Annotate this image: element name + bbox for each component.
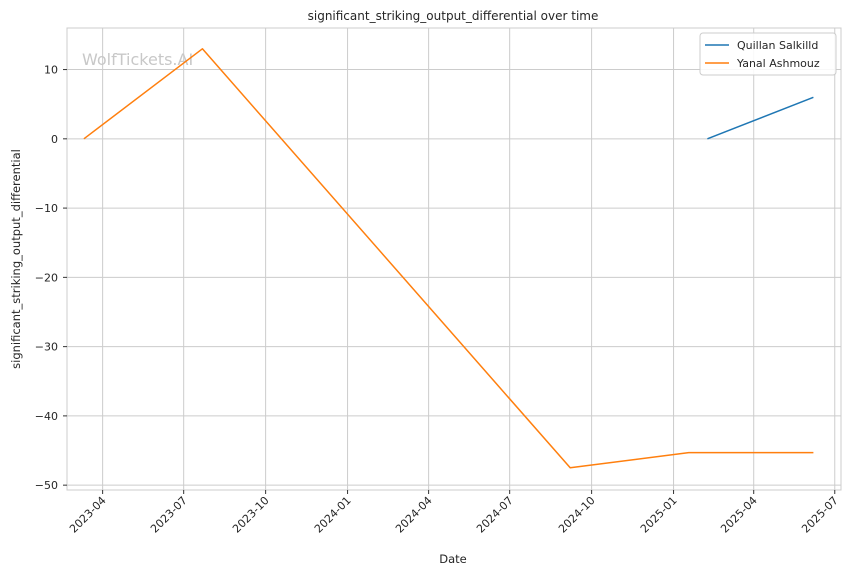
grid: [67, 28, 841, 490]
legend-label: Yanal Ashmouz: [736, 57, 820, 70]
x-tick-label: 2025-07: [799, 494, 841, 536]
series-line-yanal-ashmouz: [83, 48, 814, 469]
series-lines: [83, 48, 814, 469]
x-tick-label: 2023-04: [67, 494, 109, 536]
legend-box: [699, 32, 837, 76]
y-tick-label: 10: [44, 64, 58, 77]
y-tick-label: −40: [35, 410, 58, 423]
y-tick-label: −20: [35, 271, 58, 284]
chart-title: significant_striking_output_differential…: [308, 9, 599, 23]
series-line-quillan-salkilld: [707, 96, 814, 140]
legend: Quillan Salkilld Yanal Ashmouz: [699, 32, 837, 76]
x-tick-label: 2024-07: [474, 494, 516, 536]
x-axis-title: Date: [439, 552, 467, 566]
y-tick-label: −10: [35, 202, 58, 215]
x-tick-label: 2023-07: [148, 494, 190, 536]
watermark: WolfTickets.AI: [82, 50, 193, 69]
y-tick-label: −30: [35, 341, 58, 354]
legend-label: Quillan Salkilld: [737, 39, 818, 52]
y-axis-title: significant_striking_output_differential: [9, 149, 23, 369]
x-tick-label: 2025-01: [638, 494, 680, 536]
x-tick-label: 2024-01: [312, 494, 354, 536]
x-tick-label: 2025-04: [718, 494, 760, 536]
x-tick-label: 2024-10: [556, 494, 598, 536]
x-axis-ticks: 2023-04 2023-07 2023-10 2024-01 2024-04 2024-…: [67, 490, 841, 536]
y-axis-ticks: 10 0 −10 −20 −30 −40 −50: [35, 64, 67, 492]
x-tick-label: 2024-04: [393, 494, 435, 536]
plot-area-frame: [66, 27, 842, 491]
y-tick-label: −50: [35, 479, 58, 492]
y-tick-label: 0: [51, 133, 58, 146]
x-tick-label: 2023-10: [230, 494, 272, 536]
